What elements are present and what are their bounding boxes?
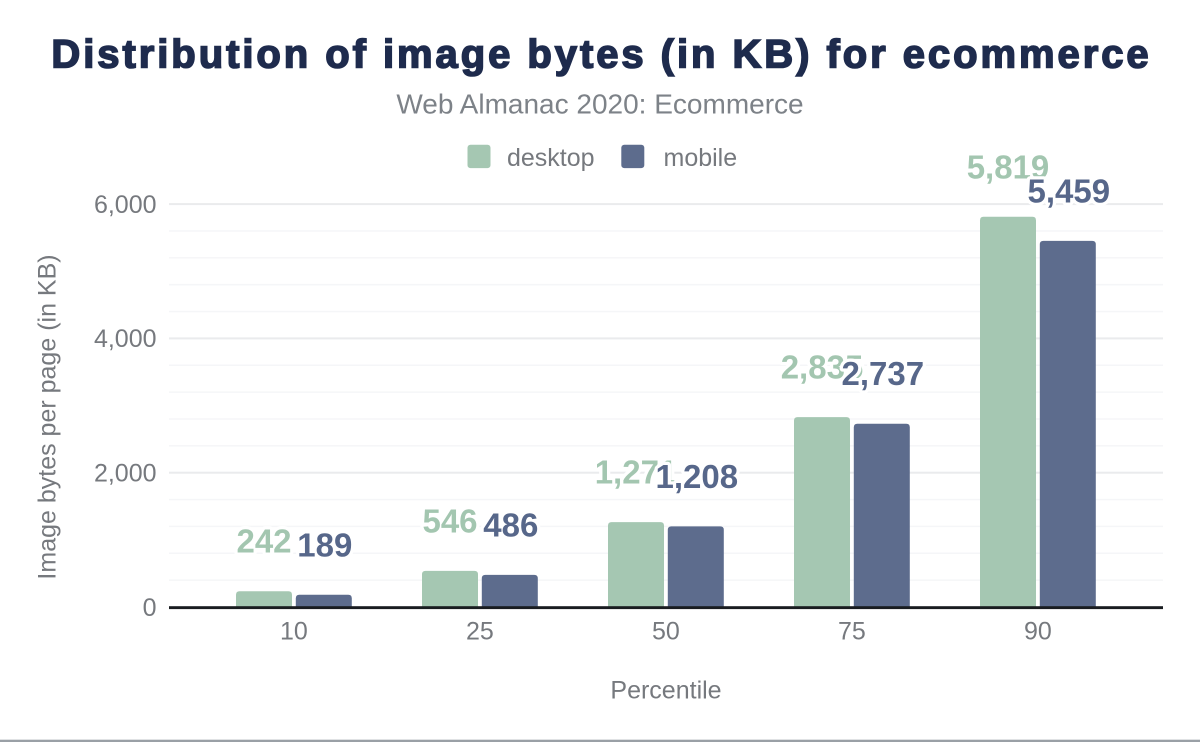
svg-text:1,271: 1,271 [595,454,678,491]
svg-text:50: 50 [652,617,680,645]
svg-text:90: 90 [1024,617,1052,645]
svg-text:2,737: 2,737 [842,355,925,392]
svg-text:Percentile: Percentile [610,677,721,705]
svg-text:mobile: mobile [664,144,738,172]
svg-text:5,819: 5,819 [967,148,1050,185]
svg-text:242: 242 [236,523,291,560]
svg-text:189: 189 [297,526,352,563]
svg-text:0: 0 [143,594,157,622]
svg-text:Distribution of image bytes (i: Distribution of image bytes (in KB) for … [51,33,1151,77]
svg-text:1,208: 1,208 [656,458,739,495]
svg-text:desktop: desktop [507,144,595,172]
svg-text:Web Almanac 2020: Ecommerce: Web Almanac 2020: Ecommerce [396,89,803,120]
svg-text:546: 546 [422,502,477,539]
svg-text:4,000: 4,000 [94,325,157,353]
svg-text:2,000: 2,000 [94,460,157,488]
svg-text:5,459: 5,459 [1028,172,1111,209]
svg-text:25: 25 [466,617,494,645]
svg-text:486: 486 [483,506,538,543]
svg-text:2,835: 2,835 [781,349,864,386]
svg-text:6,000: 6,000 [94,191,157,219]
svg-text:75: 75 [838,617,866,645]
svg-text:10: 10 [280,617,308,645]
svg-text:Image bytes per page (in KB): Image bytes per page (in KB) [34,254,62,579]
